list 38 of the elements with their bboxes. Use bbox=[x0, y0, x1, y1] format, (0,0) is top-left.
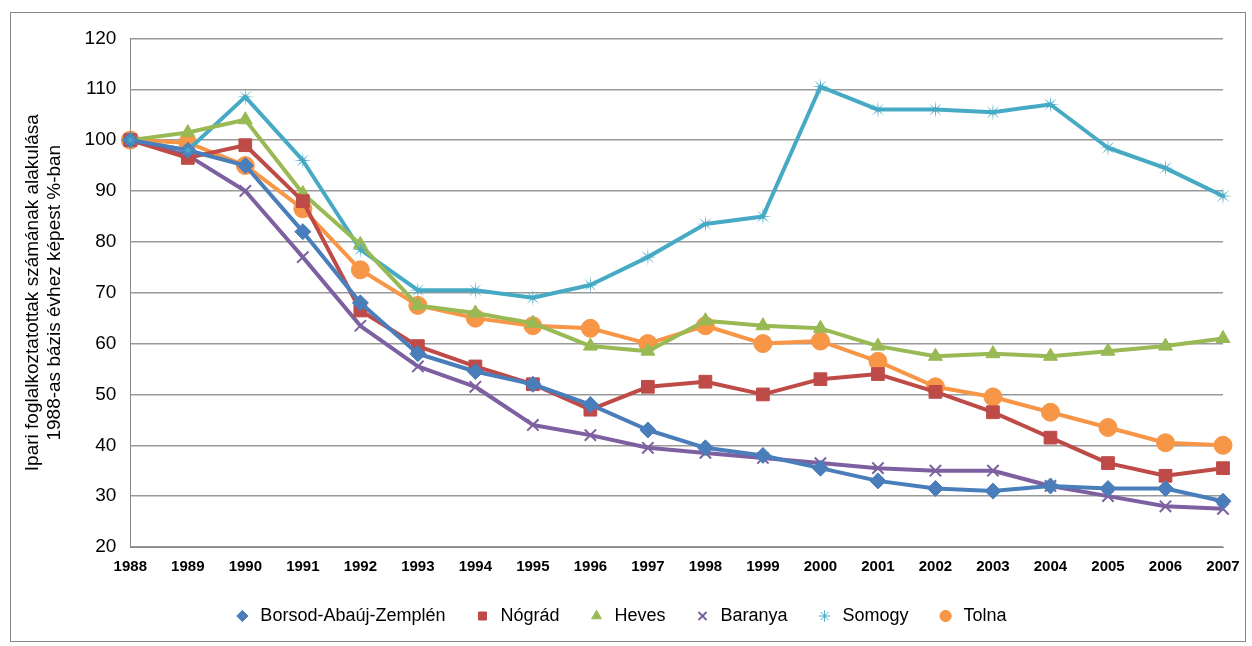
y-tick-label: 30 bbox=[95, 484, 117, 506]
y-tick-label: 110 bbox=[86, 77, 117, 99]
y-tick-label: 40 bbox=[95, 433, 117, 455]
x-tick-label: 1998 bbox=[688, 557, 723, 575]
x-tick-label: 1990 bbox=[228, 557, 263, 575]
y-tick-label: 20 bbox=[95, 535, 117, 557]
y-tick-label: 120 bbox=[84, 26, 117, 48]
y-tick-label: 50 bbox=[95, 382, 117, 404]
x-tick-label: 1997 bbox=[631, 557, 665, 575]
x-tick-label: 2003 bbox=[976, 557, 1010, 575]
y-tick-label: 90 bbox=[95, 179, 117, 201]
legend-label: Heves bbox=[614, 604, 666, 625]
y-tick-label: 70 bbox=[95, 280, 117, 302]
x-tick-label: 1996 bbox=[573, 557, 608, 575]
x-tick-label: 2005 bbox=[1091, 557, 1125, 575]
x-tick-label: 1988 bbox=[113, 557, 147, 575]
x-tick-label: 1993 bbox=[401, 557, 435, 575]
x-tick-label: 1995 bbox=[516, 557, 550, 575]
y-tick-label: 100 bbox=[84, 128, 117, 150]
x-tick-label: 2007 bbox=[1206, 557, 1240, 575]
legend-label: Baranya bbox=[720, 604, 789, 625]
x-tick-label: 2001 bbox=[861, 557, 895, 575]
legend-label: Somogy bbox=[842, 604, 909, 625]
x-tick-label: 1992 bbox=[343, 557, 378, 575]
x-tick-label: 2004 bbox=[1033, 557, 1068, 575]
y-tick-label: 80 bbox=[95, 230, 117, 252]
y-tick-label: 60 bbox=[95, 331, 117, 353]
x-tick-label: 1989 bbox=[171, 557, 205, 575]
x-tick-label: 2002 bbox=[918, 557, 953, 575]
y-axis-title: Ipari foglalkoztatottak számának alakulása 1988-as bázis évhez képest %-ban bbox=[20, 113, 65, 472]
x-tick-label: 2000 bbox=[803, 557, 838, 575]
x-tick-label: 1991 bbox=[286, 557, 320, 575]
x-tick-label: 1999 bbox=[746, 557, 780, 575]
x-tick-label: 2006 bbox=[1148, 557, 1183, 575]
x-tick-label: 1994 bbox=[458, 557, 493, 575]
legend-label: Nógrád bbox=[500, 604, 560, 625]
legend-label: Borsod-Abaúj-Zemplén bbox=[260, 604, 446, 625]
legend-label: Tolna bbox=[963, 604, 1008, 625]
